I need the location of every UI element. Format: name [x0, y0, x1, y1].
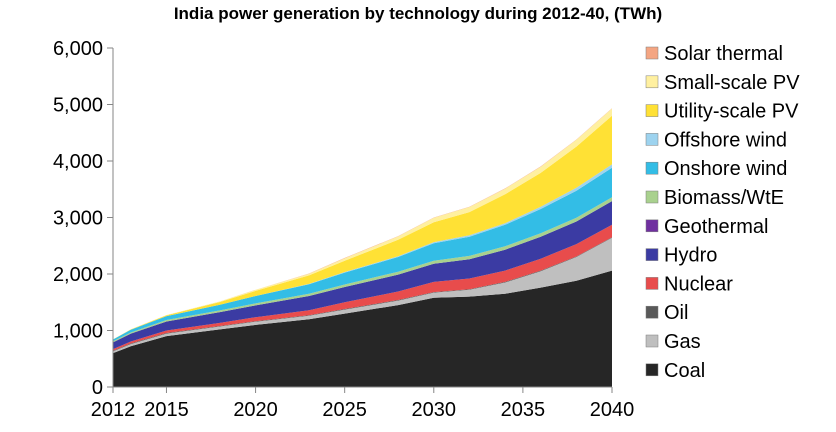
- legend-label-nuclear: Nuclear: [664, 273, 733, 295]
- legend-swatch-onshore-wind: [645, 161, 659, 175]
- legend-label-geothermal: Geothermal: [664, 216, 769, 238]
- area-hydro: [113, 201, 612, 350]
- y-tick-label: 2,000: [53, 264, 103, 286]
- area-layer: [113, 108, 612, 387]
- x-tick-label: 2025: [322, 399, 367, 421]
- y-tick-label: 3,000: [53, 208, 103, 230]
- legend-swatch-geothermal: [645, 219, 659, 233]
- legend-swatch-small-scale-pv: [645, 75, 659, 89]
- legend-label-offshore-wind: Offshore wind: [664, 129, 787, 151]
- y-tick-label: 1,000: [53, 321, 103, 343]
- y-tick-label: 4,000: [53, 151, 103, 173]
- area-gas: [113, 237, 612, 354]
- legend-label-coal: Coal: [664, 360, 705, 382]
- legend-swatch-gas: [645, 334, 659, 348]
- legend-label-gas: Gas: [664, 331, 701, 353]
- legend-swatch-offshore-wind: [645, 133, 659, 146]
- chart-title: India power generation by technology dur…: [173, 4, 663, 23]
- legend-label-biomass-wte: Biomass/WtE: [664, 187, 784, 209]
- legend-swatch-nuclear: [645, 277, 659, 290]
- x-tick-label: 2030: [412, 399, 457, 421]
- legend-label-small-scale-pv: Small-scale PV: [664, 72, 800, 94]
- legend-label-onshore-wind: Onshore wind: [664, 158, 787, 180]
- legend: Solar thermal Small-scale PV Utility-scale…: [645, 43, 800, 382]
- area-utility-scale-pv: [113, 115, 612, 340]
- legend-swatch-coal: [645, 363, 659, 377]
- axes-layer: 0 1,000 2,000 3,000 4,000 5,000 6,000 2012 2015 2…: [53, 38, 634, 421]
- legend-label-hydro: Hydro: [664, 245, 717, 267]
- area-coal: [113, 270, 612, 387]
- legend-swatch-hydro: [645, 248, 659, 261]
- legend-swatch-biomass-wte: [645, 190, 659, 204]
- y-tick-label: 5,000: [53, 95, 103, 117]
- legend-swatch-solar-thermal: [645, 46, 659, 60]
- x-tick-label: 2015: [144, 399, 189, 421]
- legend-swatch-oil: [645, 305, 659, 319]
- x-tick-label: 2020: [233, 399, 278, 421]
- y-tick-label: 6,000: [53, 38, 103, 60]
- legend-label-oil: Oil: [664, 302, 688, 324]
- x-tick-label: 2040: [590, 399, 635, 421]
- legend-swatch-utility-scale-pv: [645, 104, 659, 117]
- y-tick-label: 0: [92, 377, 103, 399]
- x-tick-label: 2035: [501, 399, 546, 421]
- legend-label-solar-thermal: Solar thermal: [664, 43, 783, 65]
- x-tick-label: 2012: [91, 399, 136, 421]
- legend-label-utility-scale-pv: Utility-scale PV: [664, 101, 799, 123]
